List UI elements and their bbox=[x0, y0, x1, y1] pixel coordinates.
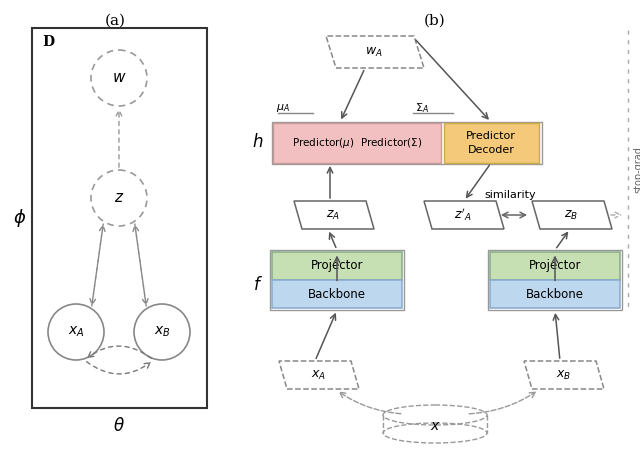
Text: $x_B$: $x_B$ bbox=[556, 368, 571, 382]
Text: Projector: Projector bbox=[311, 259, 364, 272]
Text: $\Sigma_A$: $\Sigma_A$ bbox=[415, 101, 429, 115]
Text: $x_A$: $x_A$ bbox=[68, 325, 84, 339]
Bar bbox=[488, 250, 622, 310]
Bar bbox=[270, 250, 404, 310]
Bar bbox=[32, 28, 207, 408]
Text: $z_B$: $z_B$ bbox=[564, 208, 578, 221]
Text: $x$: $x$ bbox=[429, 419, 440, 433]
Bar bbox=[444, 123, 539, 163]
Bar bbox=[272, 122, 542, 164]
Text: D: D bbox=[42, 35, 54, 49]
Text: $\phi$: $\phi$ bbox=[13, 207, 27, 229]
Text: Backbone: Backbone bbox=[308, 287, 366, 300]
Text: $h$: $h$ bbox=[252, 133, 264, 151]
Text: stop-grad: stop-grad bbox=[633, 147, 640, 193]
Text: (b): (b) bbox=[424, 14, 446, 28]
Bar bbox=[272, 280, 402, 308]
Text: $x_A$: $x_A$ bbox=[310, 368, 326, 382]
Text: $f$: $f$ bbox=[253, 276, 263, 294]
Text: similarity: similarity bbox=[484, 190, 536, 200]
Bar bbox=[272, 252, 402, 280]
Text: $z'_A$: $z'_A$ bbox=[454, 207, 472, 223]
Text: (a): (a) bbox=[104, 14, 125, 28]
Text: Backbone: Backbone bbox=[526, 287, 584, 300]
Text: $x_B$: $x_B$ bbox=[154, 325, 170, 339]
Bar bbox=[273, 123, 441, 163]
Text: Projector: Projector bbox=[529, 259, 581, 272]
Text: Predictor
Decoder: Predictor Decoder bbox=[466, 131, 516, 155]
Text: $w_A$: $w_A$ bbox=[365, 46, 383, 59]
Bar bbox=[490, 280, 620, 308]
Text: $z_A$: $z_A$ bbox=[326, 208, 340, 221]
Bar bbox=[490, 252, 620, 280]
Text: $\mu_A$: $\mu_A$ bbox=[276, 102, 290, 114]
Text: Predictor($\mu$)  Predictor($\Sigma$): Predictor($\mu$) Predictor($\Sigma$) bbox=[292, 136, 422, 150]
Text: $w$: $w$ bbox=[112, 71, 126, 85]
Text: $z$: $z$ bbox=[114, 191, 124, 205]
Text: $\theta$: $\theta$ bbox=[113, 417, 125, 435]
